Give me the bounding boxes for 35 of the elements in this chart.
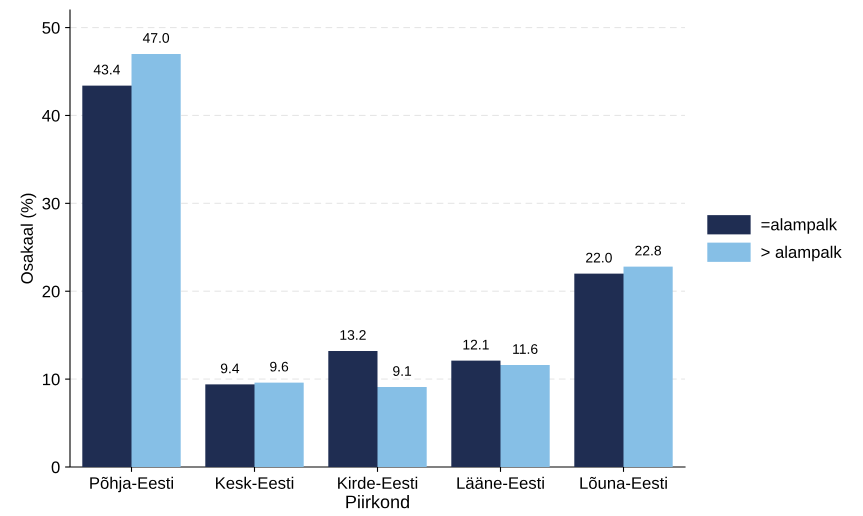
y-tick-label: 50 <box>42 22 60 34</box>
data-label: 11.6 <box>513 344 538 354</box>
data-label: 9.1 <box>393 366 412 376</box>
x-axis-title: Piirkond <box>346 495 409 508</box>
data-label: 47.0 <box>142 33 170 43</box>
x-tick-label: Põhja-Eesti <box>90 476 173 492</box>
bar <box>132 54 181 467</box>
data-label: 12.1 <box>463 340 489 350</box>
legend-label: =alampalk <box>761 218 838 234</box>
bar <box>205 384 254 467</box>
x-tick-label: Kirde-Eesti <box>338 476 418 489</box>
y-tick-label: 0 <box>52 461 60 474</box>
y-axis-title: Osakaal (%) <box>20 194 36 284</box>
data-label: 43.4 <box>94 64 120 74</box>
bar <box>574 274 624 467</box>
x-tick-label: Lõuna-Eesti <box>580 476 667 489</box>
bar <box>451 360 500 467</box>
data-label: 9.6 <box>270 362 288 372</box>
bar <box>378 387 427 467</box>
data-label: 22.8 <box>635 246 662 256</box>
x-tick-label: Lääne-Eesti <box>457 476 544 489</box>
data-label: 13.2 <box>340 330 366 340</box>
y-tick-label: 20 <box>42 286 60 298</box>
bar <box>624 266 673 467</box>
x-tick-label: Kesk-Eesti <box>216 476 294 489</box>
data-label: 22.0 <box>586 252 612 263</box>
y-tick-label: 10 <box>43 374 60 386</box>
y-tick-label: 30 <box>42 198 60 210</box>
data-label: 9.4 <box>220 363 240 374</box>
bar <box>254 382 304 467</box>
bar <box>328 350 378 467</box>
bar <box>82 86 132 467</box>
legend-label: > alampalk <box>761 246 842 262</box>
y-tick-label: 40 <box>42 110 60 122</box>
bar <box>500 365 550 467</box>
